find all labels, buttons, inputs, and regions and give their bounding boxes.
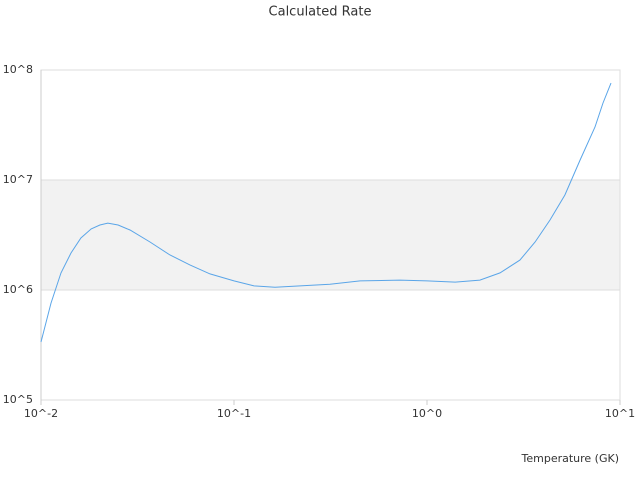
plot-band — [41, 180, 620, 290]
y-tick-label: 10^7 — [3, 173, 33, 186]
x-tick-label: 10^0 — [412, 407, 442, 420]
chart-title: Calculated Rate — [269, 5, 372, 20]
x-tick-label: 10^-2 — [24, 407, 58, 420]
x-tick-label: 10^-1 — [217, 407, 251, 420]
y-tick-label: 10^8 — [3, 63, 33, 76]
data-line — [40, 82, 612, 343]
y-tick-label: 10^5 — [3, 393, 33, 406]
y-tick-label: 10^6 — [3, 283, 33, 296]
x-tick-label: 10^1 — [605, 407, 635, 420]
x-axis-label: Temperature (GK) — [521, 452, 620, 465]
